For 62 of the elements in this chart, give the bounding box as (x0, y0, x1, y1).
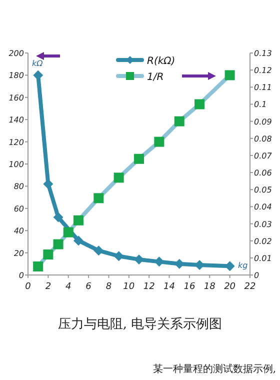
point (53, 212, 64, 222)
y2-tick-label: 0.12 (254, 66, 272, 76)
legend-label: R(kΩ) (147, 56, 176, 67)
x-tick-label: 2 (45, 282, 52, 292)
y2-tick-label: 0.01 (254, 254, 272, 263)
point (134, 254, 144, 264)
x-tick-label: 12 (143, 282, 156, 292)
point (134, 154, 144, 164)
point (73, 215, 84, 226)
x-tick-label: 18 (204, 282, 216, 292)
x-tick-label: 16 (184, 282, 196, 292)
y-tick-label: 160 (8, 93, 24, 102)
point (224, 70, 235, 80)
y2-tick-label: 0.08 (254, 134, 272, 144)
annotation: kg (238, 261, 248, 270)
y-tick-label: 20 (14, 248, 24, 258)
y-tick-label: 80 (14, 182, 24, 192)
y-tick-label: 120 (8, 138, 24, 147)
point (114, 172, 124, 183)
y2-tick-label: 0.1 (254, 100, 267, 110)
y2-tick-label: 0.13 (254, 49, 272, 58)
y2-tick-label: 0 (254, 271, 260, 280)
x-tick-label: 22 (244, 282, 256, 292)
text: 压力与电阻, 电导关系示例图 (58, 317, 222, 332)
point (194, 99, 205, 110)
legend-label: 1/R (147, 72, 164, 83)
y2-tick-label: 0.02 (254, 236, 272, 246)
y-tick-label: 60 (14, 204, 24, 214)
point (53, 239, 64, 250)
y-tick-label: 100 (8, 160, 24, 169)
point (114, 251, 124, 262)
point (73, 236, 84, 246)
y-tick-label: 180 (8, 71, 24, 80)
y-tick-label: 40 (14, 226, 24, 236)
point (63, 227, 74, 238)
x-tick-label: 20 (224, 282, 236, 292)
point (43, 250, 54, 260)
y-tick-label: 0 (18, 271, 24, 280)
point (154, 136, 164, 147)
x-tick-label: 4 (65, 282, 72, 292)
y2-tick-label: 0.09 (254, 117, 272, 126)
x-tick-label: 6 (86, 282, 92, 292)
point (94, 246, 104, 256)
y2-tick-label: 0.05 (254, 186, 272, 195)
y2-tick-label: 0.04 (254, 202, 272, 212)
x-tick-label: 8 (106, 282, 112, 292)
y-tick-label: 200 (8, 49, 24, 58)
annotation: kΩ (32, 59, 44, 68)
y-tick-label: 140 (8, 116, 24, 125)
y2-tick-label: 0.07 (254, 151, 273, 160)
x-tick-label: 10 (123, 282, 135, 292)
y2-tick-label: 0.11 (254, 83, 272, 92)
point (94, 193, 104, 204)
point (33, 70, 44, 80)
point (174, 116, 184, 126)
y2-tick-label: 0.03 (254, 220, 272, 229)
point (154, 256, 164, 267)
text: 某一种量程的测试数据示例, (152, 363, 276, 375)
point (33, 261, 44, 272)
x-tick-label: 0 (25, 282, 32, 292)
y2-tick-label: 0.06 (254, 168, 272, 178)
x-tick-label: 14 (164, 282, 176, 292)
